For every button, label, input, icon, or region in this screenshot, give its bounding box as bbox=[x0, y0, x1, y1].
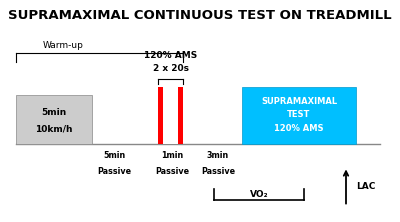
Text: VO₂: VO₂ bbox=[250, 190, 268, 199]
Bar bbox=[242, 87, 356, 144]
Text: SUPRAMAXIMAL: SUPRAMAXIMAL bbox=[261, 97, 337, 105]
Text: TEST: TEST bbox=[287, 110, 311, 119]
Text: LAC: LAC bbox=[356, 182, 375, 191]
Bar bbox=[178, 87, 183, 144]
Text: 120% AMS: 120% AMS bbox=[274, 124, 324, 133]
Text: Passive: Passive bbox=[97, 166, 131, 176]
Text: 5min: 5min bbox=[41, 108, 67, 117]
Text: 5min: 5min bbox=[103, 151, 125, 160]
Bar bbox=[158, 87, 163, 144]
Text: 2 x 20s: 2 x 20s bbox=[153, 64, 189, 73]
Bar bbox=[16, 95, 92, 144]
Bar bbox=[163, 87, 178, 144]
Text: Passive: Passive bbox=[155, 166, 189, 176]
Text: Passive: Passive bbox=[201, 166, 235, 176]
Text: Warm-up: Warm-up bbox=[42, 41, 83, 50]
Text: 3min: 3min bbox=[207, 151, 229, 160]
Text: 120% AMS: 120% AMS bbox=[144, 51, 197, 60]
Text: SUPRAMAXIMAL CONTINUOUS TEST ON TREADMILL: SUPRAMAXIMAL CONTINUOUS TEST ON TREADMIL… bbox=[8, 9, 392, 22]
Text: 1min: 1min bbox=[161, 151, 183, 160]
Text: 10km/h: 10km/h bbox=[35, 124, 73, 133]
